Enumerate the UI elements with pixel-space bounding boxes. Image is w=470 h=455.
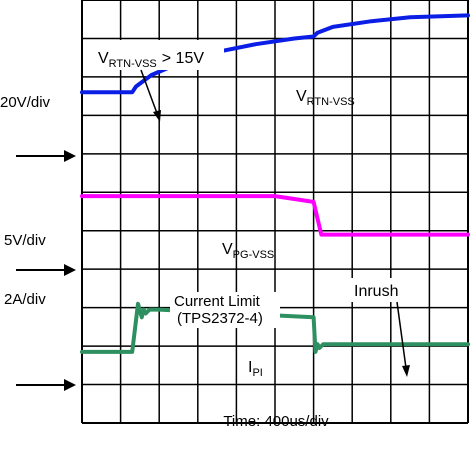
ground-markers [16, 150, 76, 391]
ch3-scale-label: 2A/div [4, 291, 46, 308]
current-limit-bg [170, 292, 280, 328]
time-axis-label: Time: 400us/div [223, 413, 329, 430]
inrush-label: Inrush [354, 283, 398, 300]
ground-arrow-ch3 [16, 379, 76, 391]
ch2-name: VPG-VSS [222, 241, 274, 261]
current-limit-line2: (TPS2372-4) [177, 310, 263, 327]
ch1-scale-label: 20V/div [0, 94, 51, 111]
threshold-label-bg [96, 40, 224, 70]
trace-ch1 [80, 13, 470, 95]
ch2-scale-label: 5V/div [4, 232, 46, 249]
inrush-arrowhead [402, 365, 410, 377]
trace-ch3 [80, 301, 470, 354]
current-limit-line1: Current Limit [174, 293, 261, 310]
threshold-annotation: VRTN-VSS > 15V [98, 50, 204, 70]
scope-grid [81, 0, 469, 424]
threshold-arrowhead [153, 110, 161, 122]
inrush-bg [350, 278, 416, 302]
ground-arrow-ch1 [16, 150, 76, 162]
threshold-leader-line [140, 69, 159, 117]
inrush-leader-line [396, 301, 407, 369]
traces [80, 13, 470, 354]
ground-arrow-ch2 [16, 264, 76, 276]
trace-ch2 [80, 194, 470, 237]
ch1-name: VRTN-VSS [296, 88, 355, 108]
ch3-name: IPI [248, 359, 263, 379]
